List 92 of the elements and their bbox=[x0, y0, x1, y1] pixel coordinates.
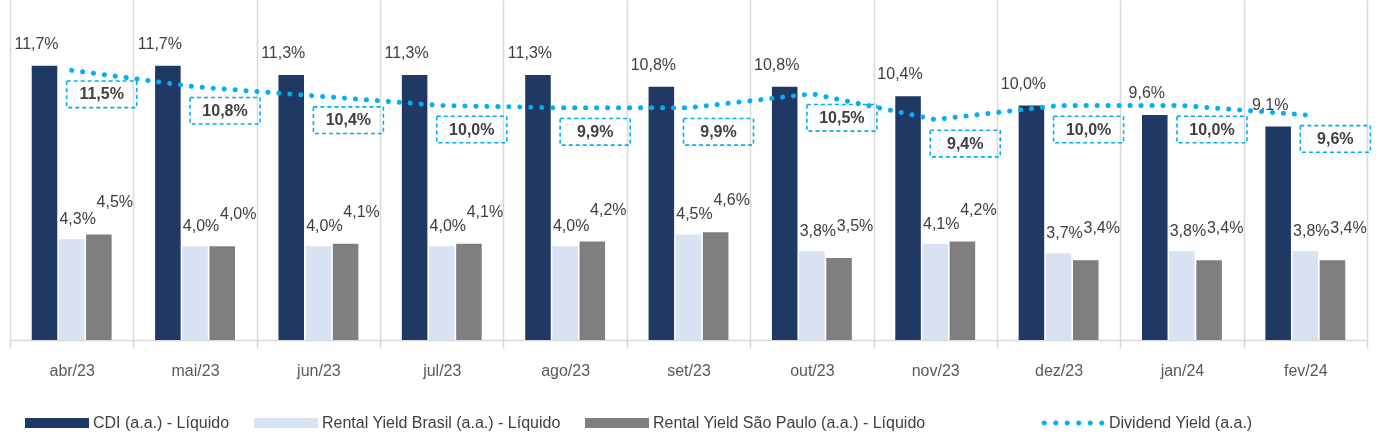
x-tick-label: jan/24 bbox=[1159, 361, 1205, 379]
bar bbox=[1319, 260, 1346, 340]
bar bbox=[456, 243, 482, 340]
data-label: 4,1% bbox=[343, 202, 380, 220]
data-label: 3,4% bbox=[1083, 219, 1120, 237]
bar bbox=[799, 250, 825, 340]
data-label: 10,4% bbox=[325, 111, 372, 129]
bar bbox=[525, 75, 551, 340]
data-label: 10,0% bbox=[449, 120, 495, 138]
data-label: 3,8% bbox=[1293, 221, 1330, 239]
bar bbox=[949, 241, 976, 340]
bar bbox=[552, 246, 578, 340]
bar bbox=[305, 246, 332, 340]
data-label: 10,0% bbox=[1189, 120, 1235, 138]
data-label: 9,6% bbox=[1128, 83, 1166, 101]
legend-label: Rental Yield São Paulo (a.a.) - Líquido bbox=[653, 414, 926, 431]
data-label: 11,3% bbox=[507, 44, 553, 62]
data-label: 10,5% bbox=[819, 108, 865, 126]
data-label: 4,1% bbox=[466, 202, 504, 220]
x-tick-label: set/23 bbox=[667, 361, 711, 379]
data-label: 9,6% bbox=[1317, 129, 1354, 147]
bar bbox=[675, 234, 702, 340]
data-label: 3,7% bbox=[1046, 224, 1083, 242]
data-label: 11,3% bbox=[384, 44, 429, 62]
x-tick-label: mai/23 bbox=[171, 361, 220, 379]
data-label: 11,3% bbox=[261, 44, 306, 62]
data-label: 4,2% bbox=[960, 200, 997, 218]
x-tick-label: abr/23 bbox=[49, 361, 95, 379]
data-label: 4,0% bbox=[429, 217, 467, 235]
bar bbox=[401, 75, 428, 340]
data-label: 3,8% bbox=[1169, 221, 1207, 239]
x-tick-label: jul/23 bbox=[422, 361, 462, 379]
data-label: 10,8% bbox=[202, 101, 248, 119]
data-label: 4,2% bbox=[590, 200, 627, 218]
data-label: 9,9% bbox=[576, 122, 614, 140]
bar bbox=[429, 246, 455, 340]
data-label: 9,1% bbox=[1251, 95, 1289, 113]
data-label: 4,3% bbox=[59, 210, 96, 228]
data-label: 3,8% bbox=[799, 221, 837, 239]
data-label: 10,8% bbox=[754, 55, 800, 73]
bar bbox=[155, 65, 181, 340]
bar bbox=[182, 246, 208, 340]
x-tick-label: jun/23 bbox=[296, 361, 341, 379]
bar bbox=[1196, 260, 1222, 340]
bar bbox=[1072, 260, 1099, 340]
data-label: 3,5% bbox=[836, 216, 874, 234]
bar bbox=[1142, 114, 1168, 340]
data-label: 11,7% bbox=[137, 34, 182, 52]
data-label: 4,0% bbox=[552, 217, 590, 235]
bar bbox=[1265, 126, 1291, 340]
x-tick-label: out/23 bbox=[790, 361, 835, 379]
data-label: 4,5% bbox=[676, 205, 713, 223]
bar bbox=[579, 241, 606, 340]
bar bbox=[771, 86, 798, 340]
data-label: 10,0% bbox=[1065, 120, 1112, 138]
legend-label: Dividend Yield (a.a.) bbox=[1109, 414, 1253, 431]
bar bbox=[31, 65, 58, 340]
data-label: 9,4% bbox=[946, 134, 984, 152]
data-label: 11,5% bbox=[79, 85, 124, 103]
data-label: 9,9% bbox=[700, 122, 737, 140]
data-label: 10,8% bbox=[630, 55, 677, 73]
data-label: 10,0% bbox=[1000, 74, 1047, 92]
data-label: 4,6% bbox=[713, 191, 750, 209]
data-label: 4,0% bbox=[306, 217, 343, 235]
bar bbox=[86, 234, 112, 340]
data-label: 4,0% bbox=[182, 217, 220, 235]
data-label: 3,4% bbox=[1206, 219, 1244, 237]
bar bbox=[922, 243, 948, 340]
bar bbox=[278, 75, 305, 340]
data-label: 10,4% bbox=[877, 65, 923, 83]
bar bbox=[826, 257, 852, 340]
data-label: 3,4% bbox=[1330, 219, 1367, 237]
data-label: 11,7% bbox=[14, 34, 59, 52]
x-tick-label: ago/23 bbox=[541, 361, 591, 379]
x-tick-label: nov/23 bbox=[911, 361, 960, 379]
legend-label: CDI (a.a.) - Líquido bbox=[93, 414, 230, 431]
data-label: 4,5% bbox=[96, 193, 134, 211]
bar bbox=[209, 246, 235, 340]
data-label: 4,1% bbox=[922, 214, 960, 232]
bar bbox=[1292, 250, 1319, 340]
bar bbox=[702, 232, 729, 340]
x-tick-label: fev/24 bbox=[1284, 361, 1328, 379]
x-tick-label: dez/23 bbox=[1035, 361, 1084, 379]
bar bbox=[332, 243, 359, 340]
bar bbox=[1045, 253, 1072, 340]
bar bbox=[1169, 250, 1195, 340]
legend-label: Rental Yield Brasil (a.a.) - Líquido bbox=[322, 414, 561, 431]
bar bbox=[1018, 105, 1045, 340]
data-label: 4,0% bbox=[219, 205, 257, 223]
bar bbox=[58, 239, 85, 340]
bar bbox=[648, 86, 675, 340]
bar bbox=[895, 96, 921, 340]
